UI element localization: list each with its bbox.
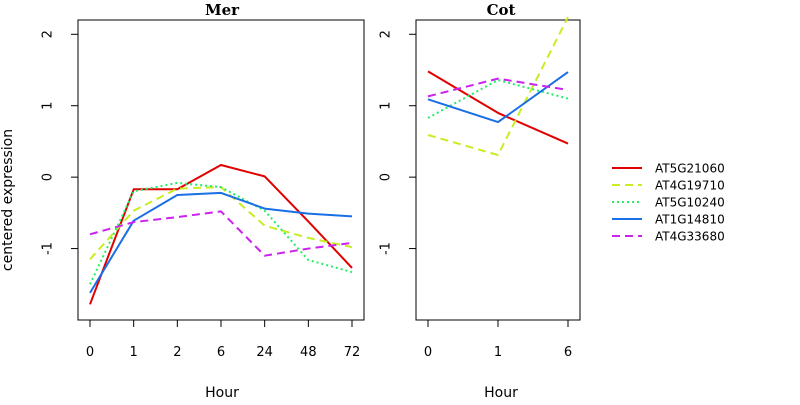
series-line-mer-at5g21060	[89, 164, 353, 305]
y-axis-label: centered expression	[0, 129, 16, 271]
legend-label-at4g19710: AT4G19710	[655, 179, 725, 193]
series-line-cot-at4g33680	[427, 77, 569, 98]
y-tick-label-mer: -1	[41, 242, 56, 255]
panel-title-cot: Cot	[487, 1, 516, 19]
x-tick-label-mer: 0	[86, 345, 94, 360]
series-line-cot-at1g14810	[427, 71, 569, 124]
legend-label-at5g10240: AT5G10240	[655, 196, 725, 210]
x-tick-label-cot: 1	[494, 345, 502, 360]
y-tick-label-cot: 1	[379, 102, 394, 110]
legend-label-at1g14810: AT1G14810	[655, 213, 725, 227]
panel-title-mer: Mer	[205, 1, 240, 19]
series-line-cot-at4g19710	[427, 16, 569, 156]
x-tick-label-mer: 6	[217, 345, 225, 360]
legend: AT5G21060 AT4G19710 AT5G10240 AT1G14810 AT4G…	[612, 162, 725, 244]
y-tick-label-cot: 2	[379, 30, 394, 38]
legend-label-at4g33680: AT4G33680	[655, 230, 725, 244]
x-axis-label-mer: Hour	[205, 385, 239, 400]
plot-frame-cot	[415, 19, 581, 321]
x-tick-label-mer: 2	[173, 345, 181, 360]
x-tick-label-mer: 24	[256, 345, 273, 360]
y-tick-label-cot: 0	[379, 173, 394, 181]
x-axis-label-cot: Hour	[484, 385, 518, 400]
x-tick-label-mer: 48	[300, 345, 317, 360]
y-tick-label-mer: 1	[41, 102, 56, 110]
x-tick-label-mer: 1	[130, 345, 138, 360]
x-tick-label-cot: 6	[564, 345, 572, 360]
series-line-mer-at1g14810	[89, 191, 353, 294]
panel-cot: Cot Hour -1 0 1 2 0 1 6	[379, 1, 581, 401]
y-tick-label-cot: -1	[379, 242, 394, 255]
y-tick-label-mer: 0	[41, 173, 56, 181]
series-line-mer-at5g10240	[89, 181, 353, 285]
series-line-cot-at5g10240	[427, 79, 569, 119]
panel-mer: Mer Hour -1 0 1 2 0 1 2 6 24 48 72	[41, 1, 365, 401]
x-tick-label-mer: 72	[344, 345, 361, 360]
series-line-mer-at4g33680	[89, 210, 353, 257]
legend-label-at5g21060: AT5G21060	[655, 162, 725, 176]
series-line-cot-at5g21060	[427, 70, 569, 145]
plot-frame-mer	[77, 19, 365, 321]
x-tick-label-cot: 0	[424, 345, 432, 360]
y-tick-label-mer: 2	[41, 30, 56, 38]
